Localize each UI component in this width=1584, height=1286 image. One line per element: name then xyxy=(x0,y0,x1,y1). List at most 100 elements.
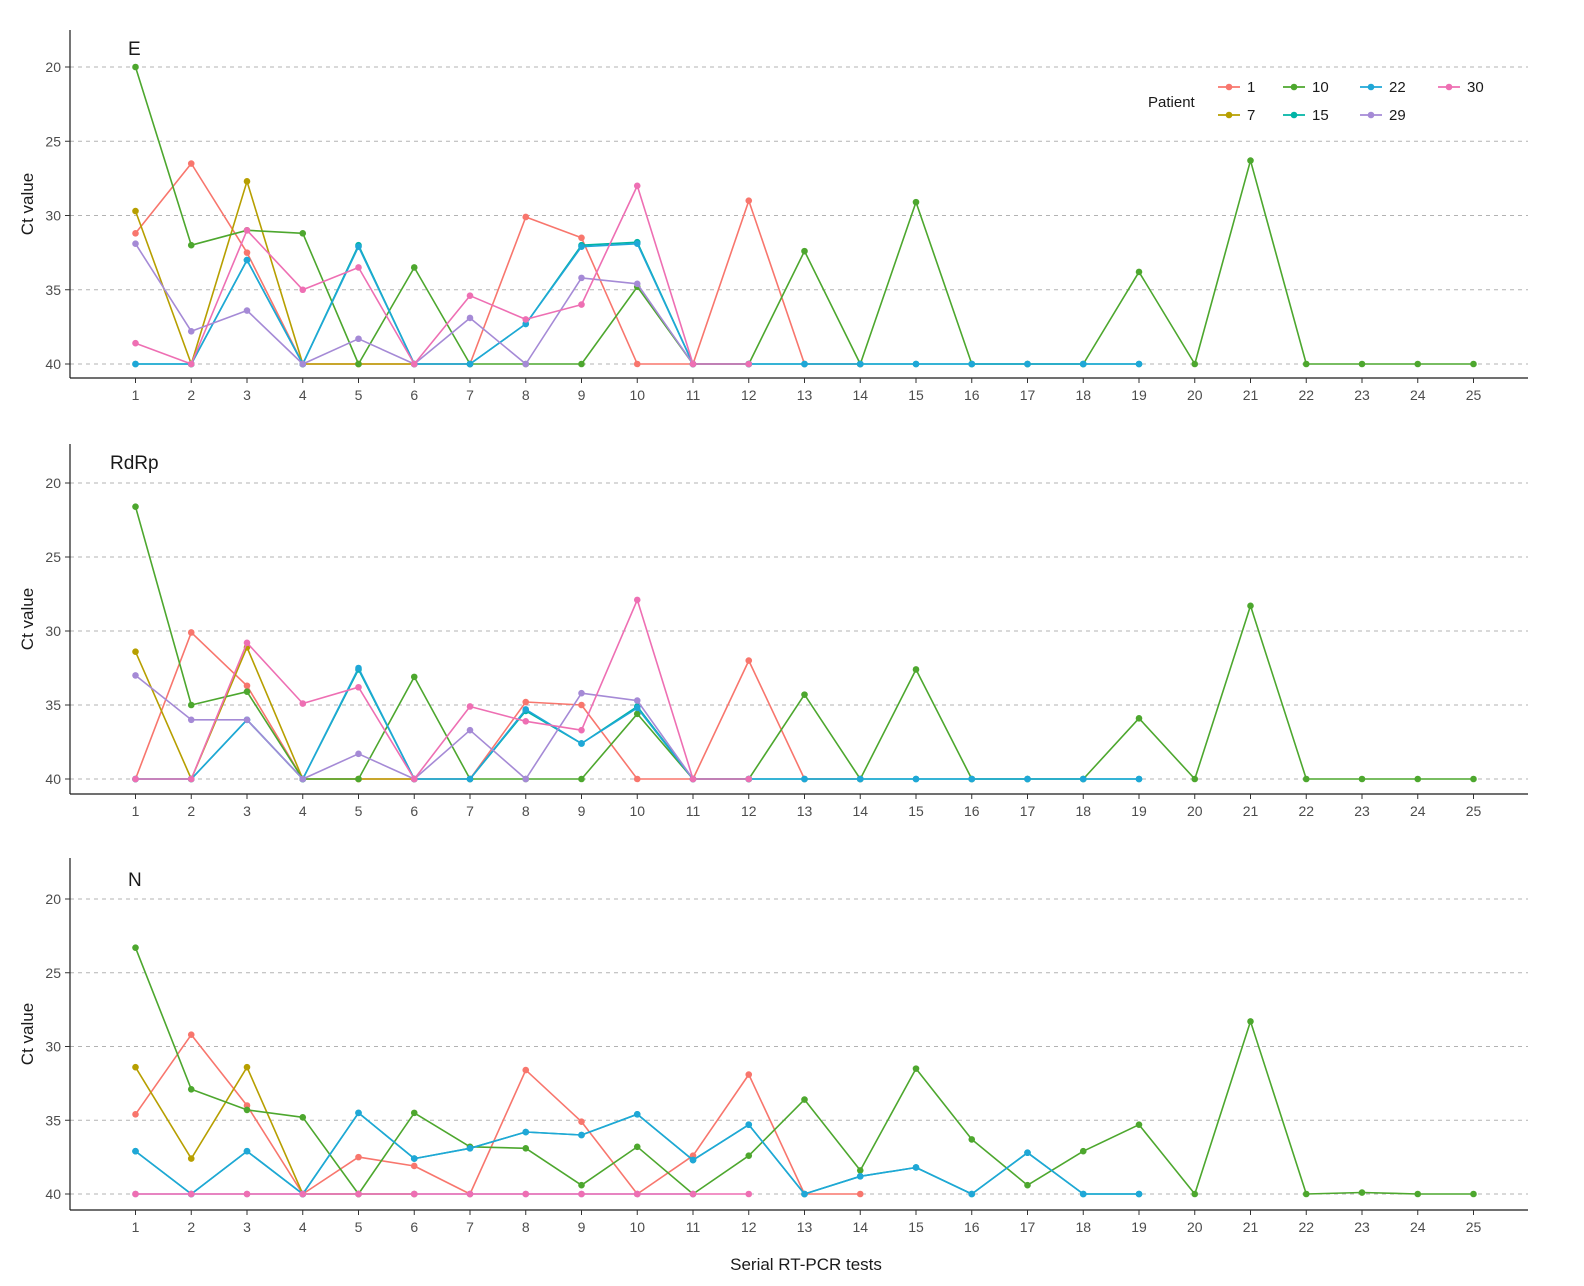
x-tick-label: 8 xyxy=(522,803,530,819)
data-point-patient-10 xyxy=(912,666,920,673)
data-point-patient-10 xyxy=(1470,775,1477,783)
data-point-patient-22 xyxy=(1135,775,1143,783)
legend-label: 22 xyxy=(1389,79,1406,96)
legend-key-point xyxy=(1225,83,1233,91)
data-point-patient-10 xyxy=(243,1106,251,1114)
data-point-patient-10 xyxy=(522,1144,530,1152)
y-tick-label: 20 xyxy=(45,59,61,75)
data-point-patient-10 xyxy=(410,1109,418,1117)
data-point-patient-10 xyxy=(1302,1190,1310,1198)
data-point-patient-30 xyxy=(243,1190,251,1198)
x-tick-label: 24 xyxy=(1410,1219,1426,1235)
data-point-patient-10 xyxy=(1135,268,1143,276)
data-point-patient-10 xyxy=(299,230,307,237)
data-point-patient-30 xyxy=(132,775,139,783)
data-point-patient-30 xyxy=(410,1190,418,1198)
x-tick-label: 16 xyxy=(964,1219,980,1235)
x-tick-label: 22 xyxy=(1298,803,1314,819)
data-point-patient-29 xyxy=(633,280,641,288)
y-tick-label: 30 xyxy=(45,1039,61,1055)
data-point-patient-30 xyxy=(299,700,307,707)
data-point-patient-22 xyxy=(912,360,920,368)
x-tick-label: 9 xyxy=(578,387,586,403)
legend-label: 1 xyxy=(1247,79,1255,96)
x-tick-label: 6 xyxy=(410,387,418,403)
data-point-patient-22 xyxy=(912,775,920,783)
data-point-patient-22 xyxy=(801,1190,808,1198)
data-point-patient-10 xyxy=(243,688,251,695)
data-point-patient-1 xyxy=(410,1162,418,1170)
data-point-patient-10 xyxy=(1414,775,1422,783)
data-point-patient-10 xyxy=(410,264,418,271)
data-point-patient-10 xyxy=(132,944,139,951)
x-tick-label: 10 xyxy=(629,803,645,819)
data-point-patient-30 xyxy=(355,1190,362,1198)
data-point-patient-30 xyxy=(522,1190,530,1198)
data-point-patient-22 xyxy=(243,1147,251,1155)
data-point-patient-30 xyxy=(689,1190,697,1198)
data-point-patient-22 xyxy=(466,775,474,783)
data-point-patient-29 xyxy=(187,716,195,724)
data-point-patient-7 xyxy=(132,207,139,215)
data-point-patient-30 xyxy=(299,286,307,294)
y-tick-label: 20 xyxy=(45,475,61,491)
data-point-patient-30 xyxy=(578,301,585,308)
data-point-patient-30 xyxy=(355,683,362,691)
data-point-patient-1 xyxy=(522,698,530,706)
data-point-patient-30 xyxy=(633,596,641,604)
x-tick-label: 4 xyxy=(299,1219,307,1235)
y-tick-label: 30 xyxy=(45,208,61,224)
x-tick-label: 21 xyxy=(1243,1219,1259,1235)
data-point-patient-29 xyxy=(522,360,530,368)
data-point-patient-1 xyxy=(522,213,530,221)
x-tick-label: 5 xyxy=(355,387,363,403)
data-point-patient-10 xyxy=(1358,775,1366,783)
data-point-patient-22 xyxy=(1024,775,1031,783)
legend-key-point xyxy=(1225,111,1233,119)
series-line-patient-30 xyxy=(135,599,749,780)
data-point-patient-1 xyxy=(745,1071,753,1078)
data-point-patient-22 xyxy=(355,1109,362,1117)
x-tick-label: 20 xyxy=(1187,387,1203,403)
y-tick-label: 25 xyxy=(45,549,61,565)
data-point-patient-10 xyxy=(633,1143,641,1151)
x-tick-label: 12 xyxy=(741,1219,757,1235)
data-point-patient-22 xyxy=(466,360,474,368)
data-point-patient-7 xyxy=(243,1063,251,1071)
data-point-patient-10 xyxy=(1302,360,1310,368)
data-point-patient-7 xyxy=(243,178,251,185)
x-tick-label: 2 xyxy=(187,387,195,403)
data-point-patient-22 xyxy=(578,243,585,250)
data-point-patient-22 xyxy=(132,1147,139,1155)
data-point-patient-29 xyxy=(466,726,474,734)
series-line-patient-10 xyxy=(134,947,1474,1195)
x-tick-label: 1 xyxy=(132,1219,140,1235)
data-point-patient-22 xyxy=(1079,775,1087,783)
data-point-patient-22 xyxy=(1135,360,1143,368)
x-tick-label: 8 xyxy=(522,387,530,403)
data-point-patient-29 xyxy=(243,307,251,314)
data-point-patient-30 xyxy=(299,1190,307,1198)
y-tick-label: 30 xyxy=(45,623,61,639)
series-line-patient-7 xyxy=(134,646,415,780)
x-tick-label: 19 xyxy=(1131,803,1147,819)
series-line-patient-1 xyxy=(134,1033,861,1195)
x-tick-label: 13 xyxy=(797,387,813,403)
data-point-patient-10 xyxy=(1414,360,1422,368)
data-point-patient-22 xyxy=(578,740,585,747)
x-tick-label: 8 xyxy=(522,1219,530,1235)
data-point-patient-10 xyxy=(1247,602,1254,610)
data-point-patient-1 xyxy=(187,629,195,636)
x-tick-label: 11 xyxy=(686,387,701,403)
legend-label: 15 xyxy=(1312,107,1329,124)
data-point-patient-22 xyxy=(856,1173,864,1180)
data-point-patient-22 xyxy=(1135,1190,1143,1198)
y-tick-label: 25 xyxy=(45,133,61,149)
x-tick-label: 3 xyxy=(243,1219,251,1235)
data-point-patient-1 xyxy=(578,234,585,242)
x-tick-label: 20 xyxy=(1187,803,1203,819)
data-point-patient-10 xyxy=(912,198,920,206)
legend: Patient 1 7 10 15 22 29 30 xyxy=(1148,79,1484,124)
data-point-patient-10 xyxy=(355,360,362,368)
